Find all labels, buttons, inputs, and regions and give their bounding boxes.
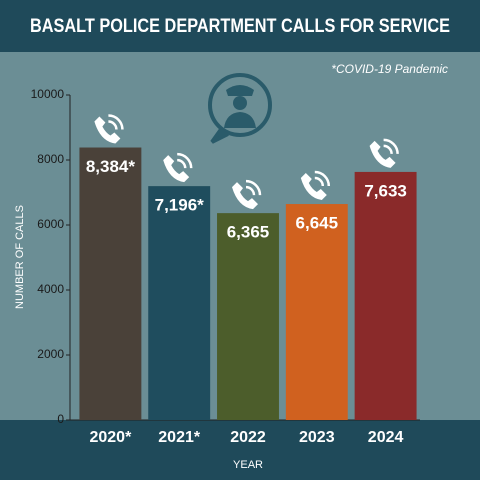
y-tick-label: 10000: [31, 87, 65, 101]
phone-wave: [108, 114, 124, 130]
bar: [354, 171, 417, 420]
value-label: 6,645: [296, 214, 339, 233]
y-tick-label: 4000: [37, 282, 64, 296]
phone-wave: [177, 158, 187, 169]
x-tick-label: 2021*: [158, 429, 201, 446]
phone-icon: [94, 114, 124, 144]
phone-wave: [314, 170, 331, 187]
y-tick-label: 6000: [37, 217, 64, 231]
x-tick-label: 2022: [230, 429, 266, 446]
phone-wave: [383, 138, 399, 155]
bar: [285, 204, 348, 420]
phone-icon: [300, 170, 331, 201]
x-tick-label: 2020*: [89, 429, 132, 446]
footer-band: [0, 420, 480, 480]
phone-wave: [245, 179, 262, 196]
y-tick-label: 2000: [37, 347, 64, 361]
x-tick-label: 2023: [299, 429, 335, 446]
bar: [217, 213, 279, 420]
police-icon: [208, 73, 272, 144]
phone-handset: [300, 173, 327, 201]
phone-handset: [163, 155, 190, 183]
x-tick-label: 2024: [368, 429, 404, 446]
bar: [148, 186, 211, 420]
phone-wave: [383, 144, 393, 155]
chart-title: BASALT POLICE DEPARTMENT CALLS FOR SERVI…: [30, 16, 450, 37]
y-axis-label: NUMBER OF CALLS: [14, 205, 26, 309]
phone-handset: [94, 116, 121, 144]
value-label: 7,196*: [155, 196, 205, 215]
bar: [79, 147, 142, 420]
y-tick-label: 0: [57, 412, 64, 426]
phone-icon: [232, 179, 262, 210]
phone-handset: [369, 140, 396, 168]
title-band: [0, 0, 480, 52]
phone-wave: [108, 120, 118, 130]
phone-handset: [232, 182, 258, 210]
phone-wave: [314, 176, 325, 187]
phone-wave: [245, 185, 256, 196]
phone-icon: [163, 152, 193, 183]
value-label: 7,633: [364, 181, 407, 200]
phone-icon: [369, 138, 399, 168]
value-label: 6,365: [227, 223, 270, 242]
annotation: *COVID-19 Pandemic: [331, 62, 448, 76]
value-label: 8,384*: [86, 157, 136, 176]
x-axis-label: YEAR: [233, 459, 263, 471]
phone-wave: [177, 152, 193, 169]
y-tick-label: 8000: [37, 152, 64, 166]
